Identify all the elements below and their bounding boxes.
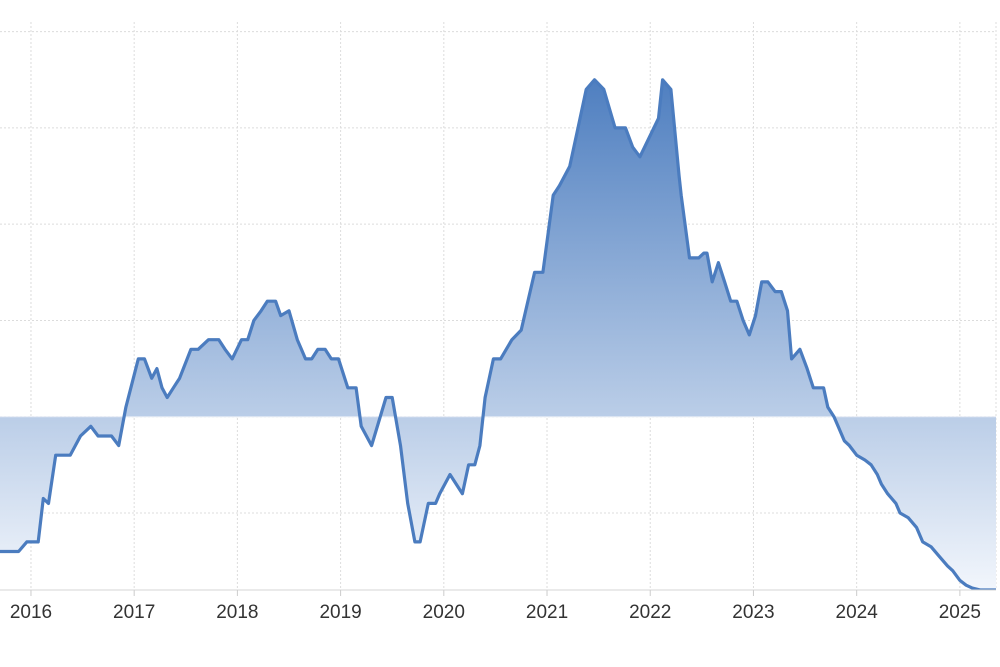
series-area — [0, 79, 996, 590]
x-tick-label: 2024 — [836, 602, 879, 623]
x-tick-label: 2021 — [526, 602, 568, 623]
x-tick-label: 2017 — [113, 602, 155, 623]
x-tick-label: 2023 — [732, 602, 774, 623]
x-tick-label: 2022 — [629, 602, 671, 623]
x-tick-label: 2025 — [939, 602, 981, 623]
x-axis: 2016 2017 2018 2019 2020 2021 2022 2023 2024 2025 — [0, 589, 996, 623]
series-line-path — [0, 78, 996, 590]
x-tick-label: 2016 — [10, 602, 52, 623]
x-tick-label: 2020 — [423, 602, 465, 623]
series-line — [0, 78, 996, 590]
x-tick-label: 2019 — [319, 602, 361, 623]
gridlines — [0, 22, 997, 590]
x-tick-label: 2018 — [216, 602, 258, 623]
